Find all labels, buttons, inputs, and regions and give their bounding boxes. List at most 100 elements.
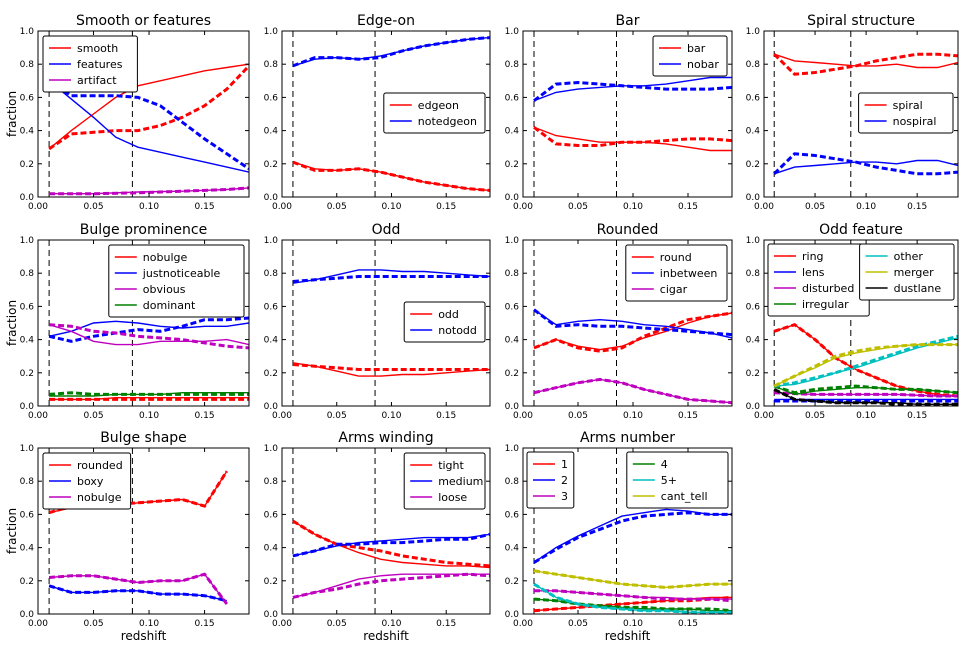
series-dashed-spiral — [773, 52, 958, 76]
y-tick-label: 0.6 — [505, 510, 520, 520]
panel-1: Edge-on 0.00 0.05 0.10 0.15 0.0 0.2 0.4 0.6 0.8 1.… — [264, 13, 491, 212]
x-tick-label: 0.00 — [754, 202, 774, 212]
series-group — [773, 323, 958, 406]
y-tick-label: 1.0 — [20, 236, 35, 246]
x-tick-label: 0.05 — [568, 411, 588, 421]
y-tick-label: 0.8 — [746, 60, 761, 70]
y-tick-label: 0.6 — [746, 302, 761, 312]
legend-box — [403, 452, 486, 510]
series-group — [48, 63, 249, 196]
series-dashed-disturbed — [774, 391, 958, 398]
x-tick-label: 0.00 — [513, 202, 533, 212]
panel-8: Bulge shape 0.00 0.05 0.10 0.15 0.0 0.2 0.4 0.6 0… — [5, 430, 250, 643]
legend-label-4: 4 — [661, 458, 668, 471]
series-dashed-inbetween — [533, 308, 732, 337]
series-line-notodd — [292, 269, 490, 284]
legend: bar nobar — [652, 35, 728, 77]
y-tick-label: 0.4 — [746, 127, 761, 137]
legend-label-loose: loose — [438, 491, 467, 504]
panel-title: Bulge prominence — [80, 222, 207, 238]
panel-9: Arms winding 0.00 0.05 0.10 0.15 0.0 0.2 0.4 0.6… — [264, 430, 491, 643]
series-line-nobulge — [49, 397, 249, 401]
x-tick-label: 0.05 — [327, 619, 347, 629]
x-tick-label: 0.05 — [568, 619, 588, 629]
y-axis-label: fraction — [5, 91, 19, 137]
y-tick-label: 0.2 — [505, 160, 519, 170]
panel-title: Spiral structure — [807, 13, 915, 29]
series-line-ring — [773, 323, 958, 397]
panel-2: Bar 0.00 0.05 0.10 0.15 0.0 0.2 0.4 0.6 0.8 1.0 bar… — [505, 13, 733, 212]
y-tick-label: 0.6 — [264, 302, 279, 312]
legend-label-1: 1 — [561, 458, 568, 471]
legend-label-ring: ring — [802, 250, 824, 263]
series-dashed-merger — [773, 343, 958, 388]
legend: ring lens disturbed irregular other merger dus… — [767, 243, 955, 317]
y-tick-label: 0.2 — [746, 160, 760, 170]
legend-label-boxy: boxy — [77, 475, 104, 488]
y-tick-label: 0.6 — [505, 93, 520, 103]
series-line-obvious — [48, 324, 249, 346]
axes-frame — [37, 447, 250, 615]
y-tick-label: 1.0 — [20, 444, 35, 454]
y-tick-label: 0.6 — [264, 93, 279, 103]
x-tick-label: 0.15 — [436, 411, 456, 421]
panel-title: Arms winding — [338, 430, 433, 446]
series-dashed-4 — [533, 597, 732, 613]
legend-label-inbetween: inbetween — [660, 267, 718, 280]
y-tick-label: 0.0 — [20, 402, 35, 412]
x-tick-label: 0.10 — [139, 619, 159, 629]
x-tick-label: 0.15 — [195, 411, 215, 421]
legend: odd notodd — [403, 301, 486, 343]
axes-frame — [281, 239, 491, 407]
legend-label-disturbed: disturbed — [802, 282, 854, 295]
legend-label-spiral: spiral — [893, 99, 923, 112]
legend-box — [403, 301, 486, 343]
x-tick-label: 0.00 — [28, 202, 48, 212]
legend: nobulge justnoticeable obvious dominant — [108, 244, 245, 318]
series-group — [292, 269, 490, 377]
series-dashed-artifact — [49, 186, 249, 196]
series-line-nobulge — [49, 573, 228, 605]
panel-title: Edge-on — [357, 13, 415, 29]
series-line-smooth — [48, 63, 249, 150]
x-tick-label: 0.05 — [84, 619, 104, 629]
legend-box — [858, 92, 954, 134]
y-tick-label: 0.0 — [264, 193, 279, 203]
axes-frame — [522, 239, 733, 407]
series-dashed-ring — [773, 323, 958, 398]
y-tick-label: 1.0 — [264, 236, 279, 246]
y-tick-label: 0.0 — [20, 193, 35, 203]
x-tick-label: 0.00 — [513, 619, 533, 629]
legend-box — [42, 452, 132, 510]
series-group — [533, 308, 732, 405]
y-tick-label: 0.2 — [20, 577, 34, 587]
x-tick-label: 0.05 — [805, 411, 825, 421]
legend-box — [626, 451, 729, 509]
legend-label-justnoticeable: justnoticeable — [142, 267, 221, 280]
legend-label-edgeon: edgeon — [418, 99, 459, 112]
series-group — [292, 519, 490, 599]
x-tick-label: 0.05 — [327, 202, 347, 212]
y-tick-label: 0.6 — [20, 510, 35, 520]
y-tick-label: 0.6 — [20, 93, 35, 103]
y-tick-label: 0.4 — [505, 127, 520, 137]
series-dashed-smooth — [48, 64, 249, 151]
y-tick-label: 0.4 — [505, 336, 520, 346]
y-tick-label: 1.0 — [264, 444, 279, 454]
series-line-medium — [292, 533, 490, 557]
y-tick-label: 0.2 — [20, 369, 34, 379]
y-tick-label: 0.8 — [505, 269, 520, 279]
x-tick-label: 0.10 — [139, 202, 159, 212]
series-line-other — [774, 337, 958, 387]
x-tick-label: 0.05 — [84, 202, 104, 212]
series-dashed-nobulge — [48, 572, 229, 605]
x-axis-label: redshift — [363, 629, 409, 643]
y-tick-label: 0.8 — [20, 269, 35, 279]
x-tick-label: 0.05 — [805, 202, 825, 212]
legend-label-3: 3 — [561, 490, 568, 503]
x-tick-label: 0.10 — [381, 202, 401, 212]
y-tick-label: 0.2 — [264, 369, 278, 379]
y-tick-label: 0.4 — [20, 336, 35, 346]
legend-box — [625, 244, 728, 302]
x-tick-label: 0.10 — [856, 411, 876, 421]
